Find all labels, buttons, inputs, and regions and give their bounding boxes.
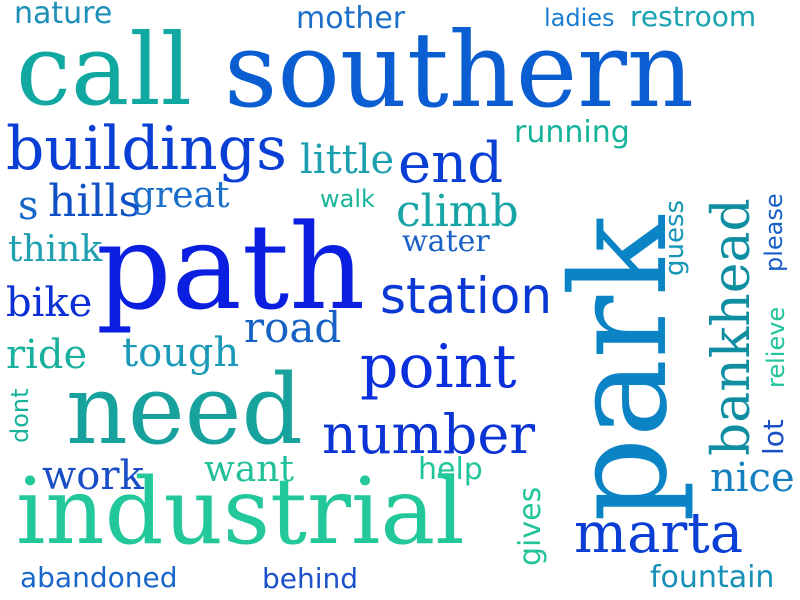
word-running: running xyxy=(514,115,630,150)
word-bike: bike xyxy=(6,280,93,326)
word-number: number xyxy=(322,403,536,466)
word-behind: behind xyxy=(262,562,359,595)
word-marta: marta xyxy=(574,501,744,566)
word-ride: ride xyxy=(6,332,88,378)
word-bankhead: bankhead xyxy=(702,198,762,456)
word-dont: dont xyxy=(6,388,34,443)
word-walk: walk xyxy=(320,185,375,213)
word-call: call xyxy=(16,14,192,128)
word-think: think xyxy=(8,229,103,270)
word-end: end xyxy=(398,131,504,196)
word-ladies: ladies xyxy=(544,4,615,32)
word-buildings: buildings xyxy=(6,114,287,184)
word-hills: hills xyxy=(48,176,142,227)
word-tough: tough xyxy=(122,330,240,376)
word-need: need xyxy=(66,354,303,466)
word-nature: nature xyxy=(14,0,113,31)
word-fountain: fountain xyxy=(650,560,775,595)
word-work: work xyxy=(42,453,144,499)
word-point: point xyxy=(360,332,517,402)
word-want: want xyxy=(204,449,294,490)
word-water: water xyxy=(402,224,490,259)
word-abandoned: abandoned xyxy=(20,561,178,594)
word-climb: climb xyxy=(396,186,519,237)
word-road: road xyxy=(244,303,342,352)
word-path: path xyxy=(96,198,366,336)
word-little: little xyxy=(300,137,395,183)
word-guess: guess xyxy=(660,199,690,276)
word-s: s xyxy=(18,183,39,229)
word-great: great xyxy=(132,175,230,216)
word-restroom: restroom xyxy=(630,0,757,33)
word-relieve: relieve xyxy=(762,306,790,388)
word-gives: gives xyxy=(513,486,548,566)
word-station: station xyxy=(380,267,553,325)
word-please: please xyxy=(760,193,788,272)
word-help: help xyxy=(418,452,483,487)
word-lot: lot xyxy=(757,419,790,455)
word-industrial: industrial xyxy=(16,458,465,565)
word-nice: nice xyxy=(710,455,795,501)
word-southern: southern xyxy=(224,9,694,131)
word-mother: mother xyxy=(296,1,406,36)
